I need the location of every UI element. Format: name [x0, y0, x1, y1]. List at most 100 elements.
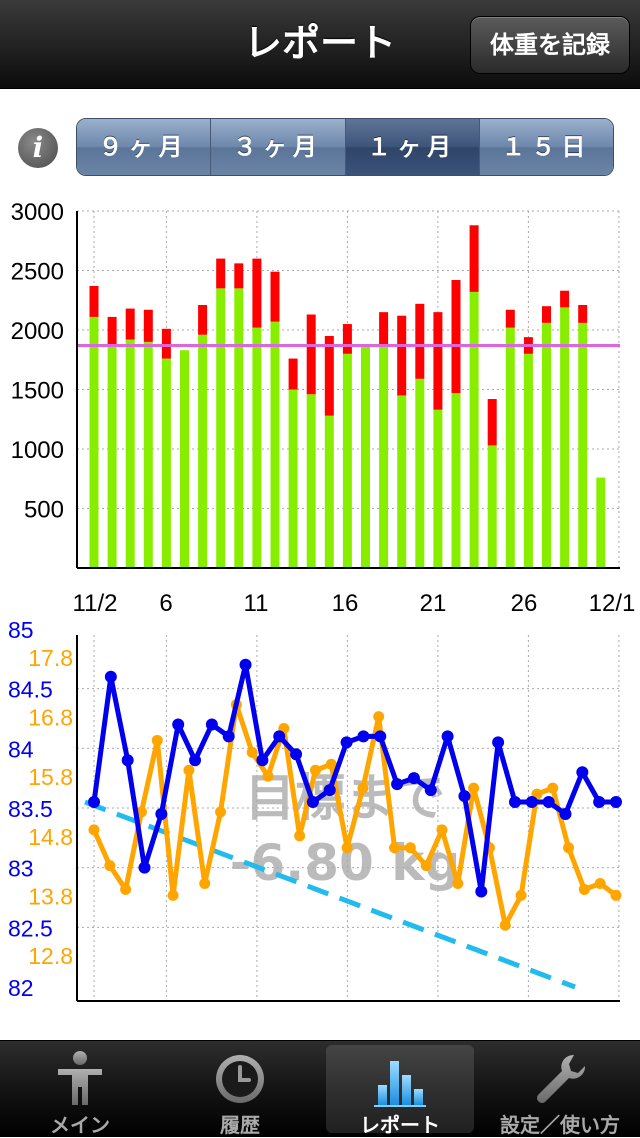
tab-settings[interactable]: 設定／使い方 — [480, 1041, 640, 1137]
bodyfat-point — [594, 877, 606, 889]
y-tick-label: 1000 — [11, 437, 64, 464]
red-bar — [252, 258, 262, 328]
segment-9-months[interactable]: ９ヶ月 — [77, 119, 212, 175]
red-bar — [270, 271, 280, 322]
tab-main[interactable]: メイン — [0, 1041, 160, 1137]
green-bar — [89, 316, 99, 568]
green-bar — [451, 393, 461, 568]
tab-history[interactable]: 履歴 — [160, 1041, 320, 1137]
person-icon — [58, 1051, 102, 1105]
red-bar — [234, 263, 244, 289]
green-bar — [433, 409, 443, 568]
red-bar — [342, 324, 352, 354]
bodyfat-point — [120, 883, 132, 895]
weight-point — [542, 796, 555, 809]
bodyfat-tick-label: 17.8 — [28, 645, 73, 671]
weight-point — [576, 766, 589, 779]
red-bar — [433, 312, 443, 410]
bodyfat-point — [357, 782, 369, 794]
red-bar — [324, 335, 334, 416]
x-tick-label: 16 — [332, 590, 359, 615]
bodyfat-point — [341, 842, 353, 854]
bodyfat-point — [373, 711, 385, 723]
weight-point — [104, 670, 117, 683]
bodyfat-point — [325, 758, 337, 770]
green-bar — [161, 358, 171, 568]
green-bar — [198, 334, 208, 568]
green-bar — [415, 378, 425, 568]
weight-point — [374, 730, 387, 743]
green-bar — [469, 291, 479, 568]
weight-point — [407, 772, 420, 785]
green-bar — [216, 288, 226, 568]
red-bar — [578, 305, 588, 323]
bodyfat-point — [515, 889, 527, 901]
bodyfat-point — [88, 824, 100, 836]
tab-bar: メイン 履歴 レポート 設定／使い方 — [0, 1040, 640, 1137]
green-bar — [542, 322, 551, 568]
bodyfat-point — [294, 830, 306, 842]
record-weight-button[interactable]: 体重を記録 — [470, 16, 630, 74]
weight-tick-label: 84 — [8, 736, 34, 762]
period-segmented-control: ９ヶ月 ３ヶ月 １ヶ月 １５日 — [76, 118, 614, 176]
green-bar — [379, 345, 389, 568]
y-tick-label: 3000 — [11, 199, 64, 226]
segment-15-days[interactable]: １５日 — [479, 119, 613, 175]
red-bar — [397, 315, 407, 396]
tab-report[interactable]: レポート — [320, 1041, 480, 1137]
info-icon[interactable]: i — [18, 128, 58, 168]
bodyfat-tick-label: 16.8 — [28, 705, 73, 731]
bodyfat-point — [404, 842, 416, 854]
red-bar — [469, 225, 479, 292]
bodyfat-point — [183, 764, 195, 776]
weight-point — [475, 885, 488, 898]
weight-point — [340, 736, 353, 749]
weight-point — [273, 730, 286, 743]
bodyfat-line — [91, 702, 618, 928]
bodyfat-point — [246, 746, 258, 758]
bodyfat-point — [104, 860, 116, 872]
green-bar — [596, 477, 606, 568]
weight-point — [492, 736, 505, 749]
weight-point — [593, 796, 606, 809]
red-bar — [505, 309, 515, 328]
green-bar — [324, 415, 334, 568]
weight-point — [610, 796, 622, 809]
weight-point — [172, 718, 185, 731]
weight-point — [323, 784, 336, 797]
tab-settings-label: 設定／使い方 — [500, 1113, 620, 1137]
weight-tick-label: 83.5 — [8, 796, 53, 822]
green-bar — [487, 445, 497, 568]
green-bar — [397, 395, 407, 568]
bodyfat-point — [452, 877, 464, 889]
red-bar — [306, 314, 316, 395]
segment-3-months[interactable]: ３ヶ月 — [211, 119, 346, 175]
wrench-icon — [537, 1054, 586, 1103]
red-bar — [198, 305, 208, 335]
green-bar — [578, 322, 588, 568]
segment-1-month[interactable]: １ヶ月 — [345, 119, 480, 175]
weight-point — [458, 790, 471, 803]
green-bar — [107, 345, 117, 568]
x-tick-label: 11/2 — [73, 590, 118, 615]
weight-point — [357, 730, 370, 743]
weight-point — [525, 796, 538, 809]
weight-point — [239, 658, 252, 671]
bodyfat-point — [436, 824, 448, 836]
green-bar — [180, 350, 189, 568]
red-bar — [542, 306, 551, 323]
green-bar — [342, 353, 352, 568]
weight-point — [222, 730, 235, 743]
page-title: レポート — [243, 21, 396, 65]
bar-chart-icon — [374, 1061, 426, 1107]
x-tick-label: 12/1 — [589, 590, 636, 615]
weight-line-chart: 85 84.5 84 83.5 83 82.5 82 17.8 16.8 15.8 14.8 13.8… — [8, 617, 622, 1002]
bodyfat-tick-label: 12.8 — [28, 943, 73, 969]
y-tick-label: 1500 — [11, 378, 64, 405]
bodyfat-point — [563, 842, 575, 854]
green-bar — [270, 321, 280, 568]
bodyfat-point — [309, 764, 321, 776]
nav-bar: レポート 体重を記録 — [0, 0, 640, 89]
bodyfat-point — [262, 770, 274, 782]
weight-point — [424, 784, 437, 797]
